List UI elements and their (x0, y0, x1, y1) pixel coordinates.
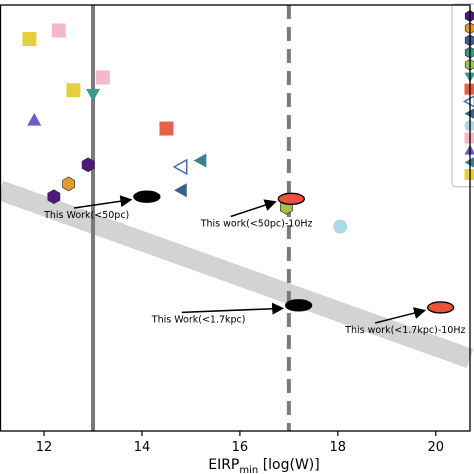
annotation-arrow-1 (230, 199, 277, 218)
x-tick-label-0: 12 (36, 440, 53, 455)
legend-swatch-6 (464, 83, 474, 95)
annotation-label-3: This work(<1.7kpc)-10Hz (344, 325, 465, 336)
annotations: This Work(<50pc) This work(<50pc)-10Hz Thi… (43, 190, 465, 336)
x-tick-label-4: 20 (427, 440, 444, 455)
annotation-label-1: This work(<50pc)-10Hz (200, 219, 313, 230)
x-tick-label-1: 14 (134, 440, 151, 455)
x-axis-label: EIRPmin [log(W)] (208, 457, 320, 474)
data-point-9 (81, 157, 95, 173)
data-point-8 (193, 153, 207, 168)
this-work-marker-0 (133, 190, 161, 203)
data-point-6 (159, 121, 174, 136)
sensitivity-band (0, 180, 474, 368)
data-points (22, 23, 348, 234)
plot-frame (0, 4, 471, 432)
axes: 12 14 16 18 20 (0, 4, 471, 455)
annotation-arrow-2 (181, 302, 285, 315)
legend-swatch-11 (464, 144, 474, 155)
data-point-0 (22, 32, 37, 47)
this-work-marker-3 (426, 301, 455, 314)
data-point-2 (66, 83, 81, 98)
legend-swatch-9 (464, 120, 474, 132)
x-axis-label-subscript: min (239, 465, 258, 474)
data-point-14 (333, 219, 348, 234)
x-tick-label-2: 16 (232, 440, 249, 455)
this-work-marker-2 (284, 299, 313, 312)
data-point-3 (95, 70, 110, 85)
annotation-arrow-0 (73, 195, 133, 209)
data-point-4 (86, 88, 101, 102)
data-point-12 (174, 183, 187, 198)
legend-swatch-12 (464, 157, 474, 168)
data-point-10 (62, 176, 75, 192)
data-point-7 (172, 158, 188, 176)
legend-swatch-5 (464, 72, 474, 83)
sensitivity-band-stripe (0, 180, 474, 368)
reference-lines (91, 5, 291, 431)
annotation-label-0: This Work(<50pc) (43, 210, 129, 221)
legend-swatch-10 (464, 132, 474, 144)
x-tick-label-3: 18 (330, 440, 347, 455)
annotation-arrow-3 (374, 307, 427, 324)
data-point-1 (51, 23, 66, 38)
data-point-5 (27, 113, 42, 126)
this-work-marker-1 (277, 192, 305, 205)
legend (451, 3, 474, 188)
legend-swatch-13 (464, 169, 474, 181)
legend-swatch-8 (464, 108, 474, 119)
annotation-label-2: This Work(<1.7kpc) (151, 314, 246, 325)
data-point-11 (47, 189, 61, 205)
